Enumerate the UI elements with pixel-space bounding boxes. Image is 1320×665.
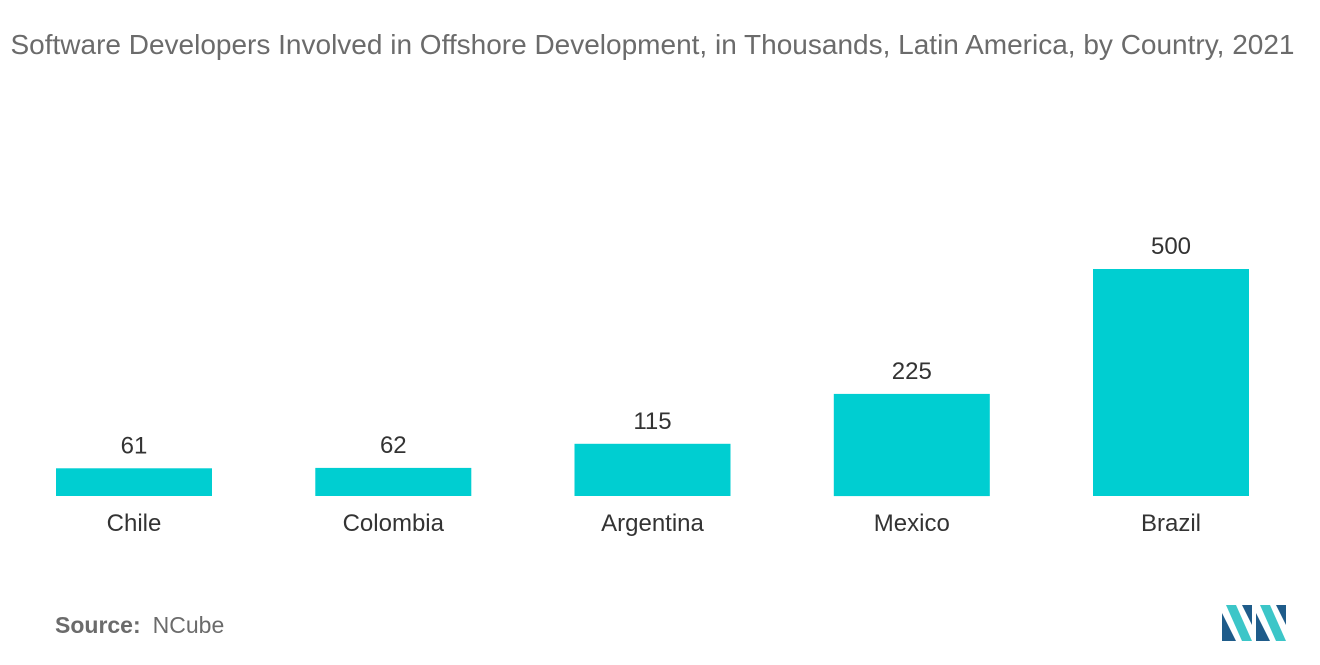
chart-title: Software Developers Involved in Offshore… bbox=[10, 29, 1295, 60]
category-label-argentina: Argentina bbox=[601, 510, 704, 537]
bar-brazil bbox=[1093, 269, 1249, 496]
value-label-colombia: 62 bbox=[380, 432, 407, 459]
value-label-chile: 61 bbox=[121, 432, 148, 459]
bar-argentina bbox=[574, 443, 731, 496]
category-label-brazil: Brazil bbox=[1141, 510, 1201, 537]
category-label-chile: Chile bbox=[107, 510, 162, 537]
category-label-colombia: Colombia bbox=[343, 510, 445, 537]
bar-mexico bbox=[833, 393, 990, 497]
category-labels-group: Chile Colombia Argentina Mexico Brazil bbox=[107, 510, 1201, 537]
bar-chart: 61 62 115 225 500 Chile Colombia Argentina Mexi… bbox=[56, 233, 1249, 537]
bars-group bbox=[56, 269, 1249, 497]
value-label-argentina: 115 bbox=[633, 408, 671, 435]
bar-colombia bbox=[315, 467, 472, 496]
value-label-brazil: 500 bbox=[1151, 233, 1191, 260]
brand-logo-icon bbox=[1222, 605, 1286, 641]
source-label: Source: bbox=[55, 612, 141, 638]
bar-chile bbox=[56, 468, 212, 496]
category-label-mexico: Mexico bbox=[874, 510, 950, 537]
value-label-mexico: 225 bbox=[892, 358, 932, 385]
value-labels-group: 61 62 115 225 500 bbox=[121, 233, 1191, 459]
source-value: NCube bbox=[152, 612, 225, 638]
source-note: Source: NCube bbox=[55, 612, 224, 639]
